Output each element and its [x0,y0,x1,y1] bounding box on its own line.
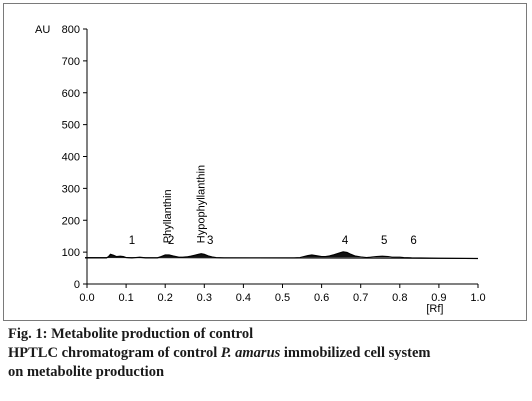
caption-line-2: HPTLC chromatogram of control P. amarus … [8,345,431,362]
peak-number-label: 5 [381,235,387,247]
y-tick-label: 800 [62,24,80,36]
x-tick-label: 0.4 [236,292,251,304]
x-tick-label: 0.7 [353,292,368,304]
y-tick-label: 700 [62,56,80,68]
y-tick-label: 400 [62,152,80,164]
x-tick-label: 0.5 [275,292,290,304]
y-tick-label: 0 [74,279,80,291]
peak-number-label: 6 [410,235,416,247]
x-tick-label: 0.2 [158,292,173,304]
y-tick-label: 500 [62,120,80,132]
x-tick-label: 0.0 [79,292,94,304]
peak-number-label: 2 [168,235,174,247]
y-tick-label: 100 [62,247,80,259]
caption-line-2-prefix: HPTLC chromatogram of control [8,345,221,361]
compound-label: Phyllanthin [162,189,174,243]
x-tick-label: 0.6 [314,292,329,304]
y-tick-label: 200 [62,215,80,227]
x-tick-label: 0.8 [392,292,407,304]
caption-line-2-suffix: immobilized cell system [280,345,431,361]
chromatogram-chart: 0 100 200 300 400 500 600 700 800 AU 0.0 0.1 0.2 0.3 0… [35,24,486,315]
y-tick-label: 600 [62,88,80,100]
peak-area-fill [85,251,479,258]
x-tick-label: 0.3 [197,292,212,304]
caption-species: P. amarus [220,345,281,361]
x-tick-label: 0.9 [431,292,446,304]
peak-number-label: 4 [342,235,349,247]
chromatogram-trace [85,251,479,260]
y-unit-label: AU [35,24,50,36]
peak-number-label: 3 [207,235,213,247]
x-tick-label: 1.0 [470,292,485,304]
peak-number-label: 1 [129,235,135,247]
y-tick-label: 300 [62,183,80,195]
caption-line-3: on metabolite production [8,364,165,380]
compound-label: Hypophyllanthin [195,165,207,243]
x-tick-label: 0.1 [118,292,133,304]
caption-line-1: Fig. 1: Metabolite production of control [8,326,254,342]
x-unit-label: [Rf] [426,303,443,315]
figure-frame [3,3,527,321]
